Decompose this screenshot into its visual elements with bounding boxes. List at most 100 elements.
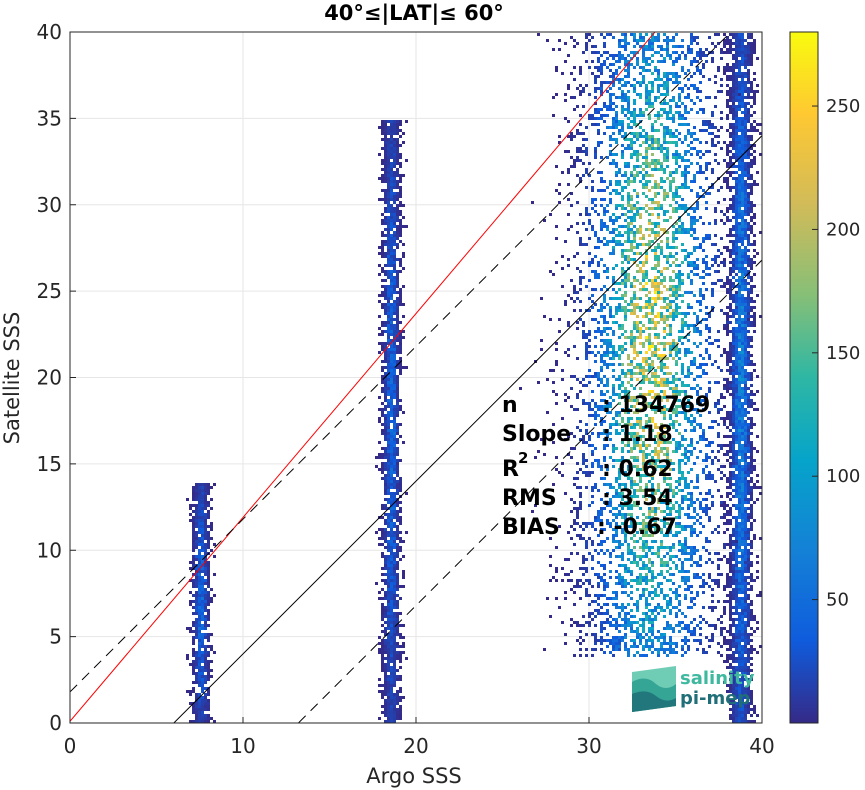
density-cell (378, 453, 381, 456)
density-cell (189, 630, 192, 633)
density-cell (387, 165, 390, 168)
density-cell (192, 672, 195, 675)
density-cell (390, 549, 393, 552)
density-cell (384, 714, 387, 717)
density-cell (384, 720, 387, 723)
density-cell (390, 255, 393, 258)
density-cell (195, 594, 198, 597)
density-cell (198, 519, 201, 522)
density-cell (390, 291, 393, 294)
density-cell (396, 225, 399, 228)
density-cell (396, 474, 399, 477)
density-cell (381, 711, 384, 714)
density-cell (198, 588, 201, 591)
density-cell (393, 720, 396, 723)
density-cell (381, 231, 384, 234)
density-cell (387, 432, 390, 435)
density-cell (198, 717, 201, 720)
density-cell (393, 576, 396, 579)
density-cell (204, 522, 207, 525)
density-cell (384, 264, 387, 267)
density-cell (210, 486, 213, 489)
density-cell (195, 516, 198, 519)
density-cell (201, 516, 204, 519)
density-cell (198, 492, 201, 495)
density-cell (384, 351, 387, 354)
density-cell (390, 471, 393, 474)
density-cell (393, 675, 396, 678)
density-cell (195, 483, 198, 486)
density-cell (396, 210, 399, 213)
density-cell (204, 702, 207, 705)
density-cell (381, 612, 384, 615)
density-cell (390, 396, 393, 399)
density-cell (204, 486, 207, 489)
density-cell (204, 498, 207, 501)
density-cell (198, 510, 201, 513)
density-cell (387, 615, 390, 618)
density-cell (195, 579, 198, 582)
density-cell (201, 708, 204, 711)
density-cell (387, 237, 390, 240)
density-cell (198, 573, 201, 576)
density-cell (192, 660, 195, 663)
density-cell (393, 627, 396, 630)
density-cell (396, 285, 399, 288)
density-cell (387, 498, 390, 501)
density-cell (390, 387, 393, 390)
density-cell (204, 492, 207, 495)
density-cell (399, 303, 402, 306)
density-cell (387, 243, 390, 246)
density-cell (198, 591, 201, 594)
density-cell (393, 540, 396, 543)
density-cell (201, 699, 204, 702)
density-cell (204, 594, 207, 597)
density-cell (198, 681, 201, 684)
density-cell (384, 180, 387, 183)
density-cell (381, 588, 384, 591)
density-cell (387, 471, 390, 474)
density-cell (402, 285, 405, 288)
density-cell (381, 147, 384, 150)
density-cell (396, 693, 399, 696)
density-cell (198, 654, 201, 657)
density-cell (399, 636, 402, 639)
density-cell (387, 342, 390, 345)
density-cell (396, 468, 399, 471)
density-cell (204, 537, 207, 540)
density-cell (393, 645, 396, 648)
density-cell (396, 207, 399, 210)
density-cell (198, 597, 201, 600)
density-cell (399, 651, 402, 654)
density-cell (390, 285, 393, 288)
density-cell (381, 603, 384, 606)
density-cell (192, 594, 195, 597)
density-cell (393, 252, 396, 255)
density-cell (381, 249, 384, 252)
density-cell (384, 498, 387, 501)
density-cell (390, 582, 393, 585)
density-cell (396, 162, 399, 165)
density-cell (390, 252, 393, 255)
density-cell (396, 243, 399, 246)
density-cell (405, 225, 408, 228)
density-cell (396, 573, 399, 576)
density-cell (396, 618, 399, 621)
density-cell (393, 450, 396, 453)
density-cell (396, 699, 399, 702)
density-cell (393, 183, 396, 186)
density-cell (384, 420, 387, 423)
density-cell (399, 585, 402, 588)
density-cell (390, 567, 393, 570)
density-cell (384, 399, 387, 402)
density-cell (384, 621, 387, 624)
density-cell (390, 630, 393, 633)
density-cell (390, 345, 393, 348)
density-cell (210, 675, 213, 678)
density-cell (201, 588, 204, 591)
density-cell (387, 234, 390, 237)
density-cell (384, 453, 387, 456)
density-cell (204, 708, 207, 711)
density-cell (198, 657, 201, 660)
density-cell (390, 627, 393, 630)
